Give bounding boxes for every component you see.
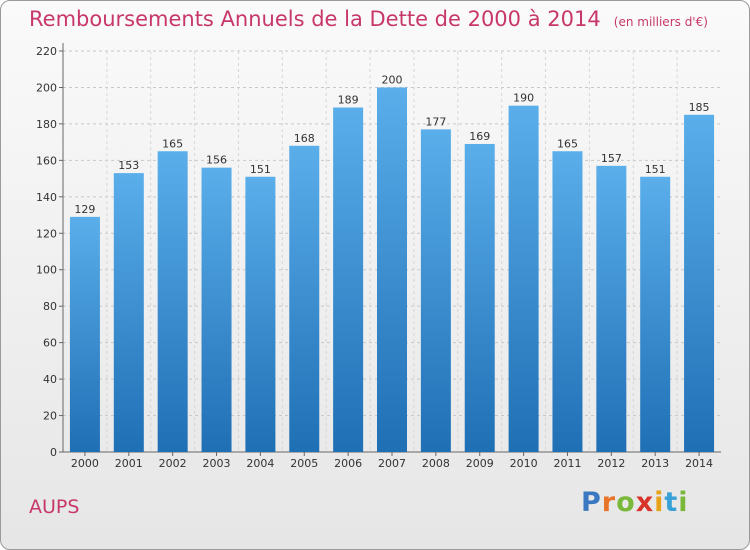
y-tick-label: 140 [36,191,57,204]
x-tick-label-2009: 2009 [466,457,494,470]
bar-2007 [377,87,407,453]
bar-2002 [157,151,188,452]
x-tick-label-2004: 2004 [246,457,274,470]
data-label-2014: 185 [689,101,710,114]
bars [69,87,715,453]
data-label-2005: 168 [294,132,315,145]
bar-2008 [420,129,451,453]
data-label-2011: 165 [557,137,578,150]
bar-2010 [508,105,539,452]
x-tick-label-2013: 2013 [641,457,669,470]
data-label-2013: 151 [645,163,666,176]
x-tick-label-2010: 2010 [510,457,538,470]
x-tick-label-2007: 2007 [378,457,406,470]
y-tick-label: 0 [50,446,57,459]
data-label-2003: 156 [206,154,227,167]
data-label-2001: 153 [118,159,139,172]
bar-2013 [640,176,671,452]
data-label-2010: 190 [513,92,534,105]
bar-2003 [201,167,232,452]
chart-title: Remboursements Annuels de la Dette de 20… [29,7,601,31]
x-tick-label-2006: 2006 [334,457,362,470]
bar-2004 [245,176,276,452]
x-tick-label-2003: 2003 [203,457,231,470]
y-tick-label: 100 [36,264,57,277]
place-name: AUPS [29,496,80,518]
y-tick-label: 220 [36,45,57,58]
y-tick-label: 160 [36,154,57,167]
bar-2009 [464,143,495,452]
data-label-2009: 169 [469,130,490,143]
bar-2012 [596,165,627,452]
bar-2006 [333,107,364,452]
data-label-2008: 177 [425,115,446,128]
data-label-2002: 165 [162,137,183,150]
y-tick-label: 20 [43,410,57,423]
y-tick-label: 40 [43,373,57,386]
data-label-2004: 151 [250,163,271,176]
x-tick-label-2011: 2011 [553,457,581,470]
y-tick-label: 60 [43,337,57,350]
proxiti-logo[interactable]: Proxiti [581,487,689,518]
x-tick-label-2008: 2008 [422,457,450,470]
data-labels: 129 153 165 156 151 168 189 200 177 169 190 165 157 1… [74,73,709,215]
y-tick-label: 200 [36,81,57,94]
y-tick-label: 180 [36,118,57,131]
x-tick-label-2014: 2014 [685,457,713,470]
bar-2014 [684,114,715,452]
x-tick-label-2000: 2000 [71,457,99,470]
title-row: Remboursements Annuels de la Dette de 20… [29,7,708,31]
bar-2011 [552,151,583,452]
x-tick-label-2005: 2005 [290,457,318,470]
data-label-2006: 189 [338,94,359,107]
bar-2001 [113,173,144,452]
data-label-2012: 157 [601,152,622,165]
data-label-2000: 129 [74,203,95,216]
bar-2005 [289,145,320,453]
chart-subtitle: (en milliers d'€) [613,15,708,29]
x-tick-label-2002: 2002 [159,457,187,470]
y-tick-label: 80 [43,300,57,313]
x-tick-label-2001: 2001 [115,457,143,470]
x-tick-label-2012: 2012 [597,457,625,470]
bar-2000 [69,216,100,452]
y-tick-label: 120 [36,227,57,240]
data-label-2007: 200 [382,73,403,86]
